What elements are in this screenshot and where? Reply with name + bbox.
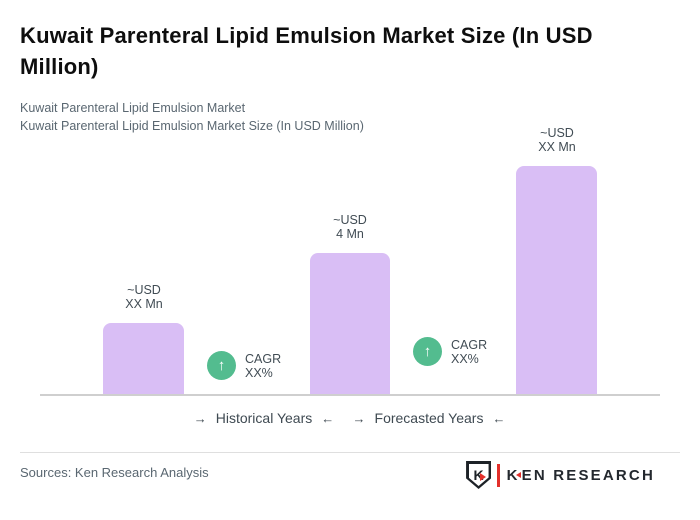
bar-value-line-1: ~USD	[127, 283, 161, 297]
axis-label-forecasted-years: → Forecasted Years ←	[353, 410, 506, 426]
arrow-left-icon: ←	[321, 410, 335, 426]
bar-value-label: ~USD XX Mn	[497, 126, 617, 154]
subtitle-line-1: Kuwait Parenteral Lipid Emulsion Market	[20, 101, 246, 115]
arrow-up-icon: ↑	[423, 343, 432, 360]
cagr-up-arrow-icon: ↑	[207, 351, 236, 380]
ken-research-logo: K K EN RESEARCH	[466, 460, 655, 490]
logo-wordmark: K EN RESEARCH	[507, 467, 655, 484]
ken-research-shield-icon: K	[466, 461, 492, 489]
chart-subtitle: Kuwait Parenteral Lipid Emulsion Market …	[20, 99, 364, 135]
bar-value-line-2: XX Mn	[538, 140, 576, 154]
bar-base-year	[310, 253, 390, 395]
arrow-right-icon: →	[193, 410, 207, 426]
page-title: Kuwait Parenteral Lipid Emulsion Market …	[20, 23, 593, 79]
bar-value-line-2: XX Mn	[125, 297, 163, 311]
bar-value-line-1: ~USD	[333, 213, 367, 227]
x-axis-line	[40, 394, 660, 396]
logo-red-triangle-icon	[515, 472, 521, 478]
footer-divider	[20, 452, 680, 453]
axis-label-historical-years: → Historical Years ←	[194, 410, 335, 426]
cagr-value: XX%	[245, 366, 273, 380]
bar-historical	[103, 323, 184, 395]
axis-label-text: Historical Years	[215, 410, 313, 426]
logo-separator	[497, 463, 500, 487]
cagr-badge: CAGR XX%	[245, 352, 281, 380]
arrow-up-icon: ↑	[217, 357, 226, 374]
sources-text: Sources: Ken Research Analysis	[20, 465, 209, 480]
cagr-label: CAGR	[451, 338, 488, 352]
badge-letter: K	[473, 466, 484, 483]
bar-value-label: ~USD XX Mn	[84, 283, 204, 311]
logo-letter-k: K	[506, 466, 520, 484]
cagr-label: CAGR	[245, 352, 282, 366]
cagr-up-arrow-icon: ↑	[413, 337, 442, 366]
badge-red-triangle-icon	[479, 472, 486, 481]
axis-label-text: Forecasted Years	[374, 410, 484, 426]
cagr-value: XX%	[451, 352, 479, 366]
cagr-badge: CAGR XX%	[451, 338, 487, 366]
bar-value-line-1: ~USD	[540, 126, 574, 140]
arrow-right-icon: →	[352, 410, 366, 426]
bar-value-line-2: 4 Mn	[336, 227, 364, 241]
subtitle-line-2: Kuwait Parenteral Lipid Emulsion Market …	[20, 119, 364, 133]
logo-text-rest: EN RESEARCH	[521, 466, 655, 484]
bar-value-label: ~USD 4 Mn	[290, 213, 410, 241]
arrow-left-icon: ←	[492, 410, 506, 426]
bar-forecast	[516, 166, 597, 395]
